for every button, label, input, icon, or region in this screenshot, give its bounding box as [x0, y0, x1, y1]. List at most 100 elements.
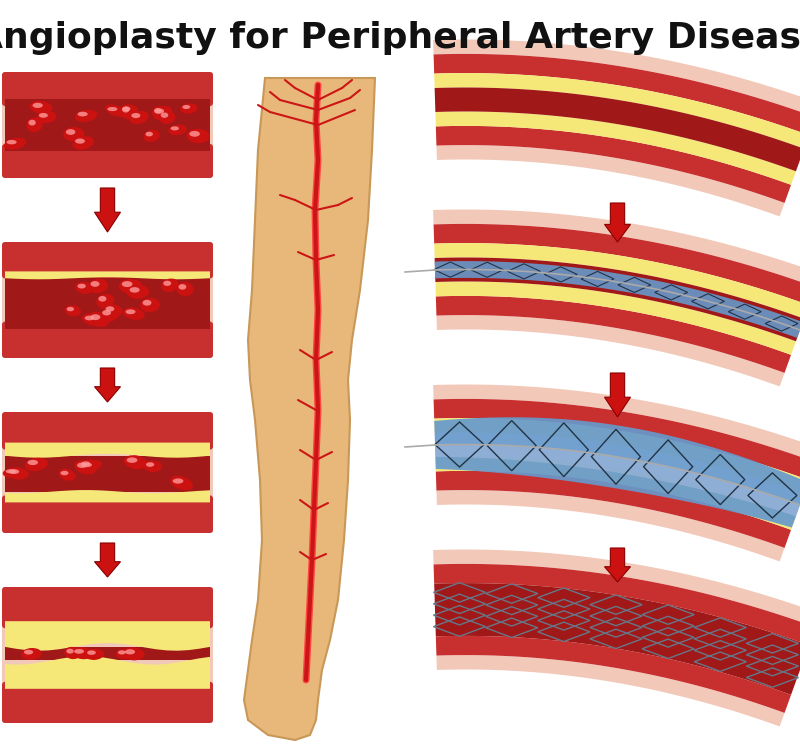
Polygon shape [433, 209, 800, 287]
Bar [5, 328, 210, 355]
Polygon shape [434, 257, 800, 341]
Ellipse shape [161, 279, 178, 292]
Polygon shape [436, 636, 791, 713]
FancyBboxPatch shape [2, 682, 213, 723]
Ellipse shape [122, 647, 145, 661]
Polygon shape [605, 203, 630, 242]
Ellipse shape [122, 106, 130, 111]
Ellipse shape [61, 471, 69, 476]
Ellipse shape [158, 110, 175, 124]
Ellipse shape [154, 108, 162, 114]
Text: Angioplasty for Peripheral Artery Disease: Angioplasty for Peripheral Artery Diseas… [0, 21, 800, 55]
FancyBboxPatch shape [2, 412, 213, 449]
Ellipse shape [163, 281, 171, 286]
Polygon shape [5, 442, 210, 458]
Polygon shape [434, 399, 800, 480]
Ellipse shape [90, 314, 100, 320]
Polygon shape [437, 315, 785, 387]
Ellipse shape [33, 103, 43, 108]
Ellipse shape [143, 130, 160, 142]
Ellipse shape [142, 300, 151, 306]
FancyBboxPatch shape [2, 242, 213, 358]
Polygon shape [434, 418, 800, 494]
Bar [5, 99, 210, 151]
Ellipse shape [81, 461, 90, 466]
Polygon shape [434, 418, 800, 528]
Polygon shape [94, 188, 121, 232]
Polygon shape [436, 296, 791, 373]
FancyBboxPatch shape [2, 72, 213, 178]
Polygon shape [435, 282, 796, 355]
Ellipse shape [96, 294, 114, 308]
Ellipse shape [100, 307, 119, 322]
Polygon shape [605, 548, 630, 582]
Ellipse shape [77, 463, 87, 468]
Polygon shape [433, 550, 800, 627]
FancyBboxPatch shape [2, 495, 213, 533]
Ellipse shape [78, 284, 86, 288]
Ellipse shape [131, 113, 140, 118]
Ellipse shape [126, 310, 135, 314]
Bar [5, 245, 210, 271]
Polygon shape [434, 73, 800, 149]
FancyBboxPatch shape [2, 587, 213, 723]
Ellipse shape [182, 105, 190, 109]
Bar [5, 456, 210, 492]
Bar [5, 151, 210, 175]
Ellipse shape [190, 131, 200, 137]
FancyBboxPatch shape [2, 144, 213, 178]
Ellipse shape [87, 650, 96, 655]
Bar [5, 502, 210, 530]
Ellipse shape [9, 469, 19, 474]
Ellipse shape [6, 467, 29, 479]
Ellipse shape [124, 455, 147, 469]
Ellipse shape [79, 461, 102, 473]
Ellipse shape [25, 458, 48, 471]
Ellipse shape [155, 109, 164, 114]
Ellipse shape [88, 312, 110, 327]
Ellipse shape [123, 307, 145, 320]
Ellipse shape [170, 476, 193, 490]
Bar [5, 279, 210, 328]
FancyBboxPatch shape [2, 412, 213, 533]
Ellipse shape [39, 113, 48, 118]
Polygon shape [436, 471, 791, 548]
Polygon shape [437, 655, 785, 726]
Ellipse shape [106, 307, 114, 312]
Ellipse shape [146, 462, 154, 467]
Ellipse shape [90, 281, 99, 287]
Ellipse shape [82, 313, 103, 326]
Ellipse shape [75, 282, 94, 294]
Ellipse shape [65, 305, 81, 316]
Ellipse shape [78, 460, 99, 472]
Ellipse shape [180, 103, 198, 114]
Ellipse shape [153, 106, 172, 120]
Ellipse shape [98, 296, 106, 302]
Ellipse shape [173, 479, 183, 484]
Ellipse shape [176, 282, 194, 296]
Ellipse shape [125, 649, 135, 655]
Ellipse shape [146, 131, 153, 137]
Ellipse shape [27, 460, 38, 465]
Ellipse shape [74, 461, 97, 474]
Polygon shape [5, 656, 210, 689]
Polygon shape [435, 457, 796, 530]
Ellipse shape [66, 307, 74, 311]
Ellipse shape [116, 649, 133, 659]
Ellipse shape [107, 107, 118, 111]
Ellipse shape [120, 104, 137, 119]
Polygon shape [434, 564, 800, 646]
Polygon shape [434, 261, 800, 338]
Ellipse shape [26, 118, 42, 132]
Polygon shape [434, 224, 800, 305]
Ellipse shape [140, 297, 160, 313]
Ellipse shape [6, 140, 17, 144]
Polygon shape [605, 373, 630, 417]
Ellipse shape [129, 111, 149, 124]
Ellipse shape [152, 106, 168, 120]
Polygon shape [5, 490, 210, 502]
Ellipse shape [58, 469, 76, 481]
Ellipse shape [85, 316, 94, 320]
Ellipse shape [24, 650, 33, 655]
Polygon shape [434, 243, 800, 319]
